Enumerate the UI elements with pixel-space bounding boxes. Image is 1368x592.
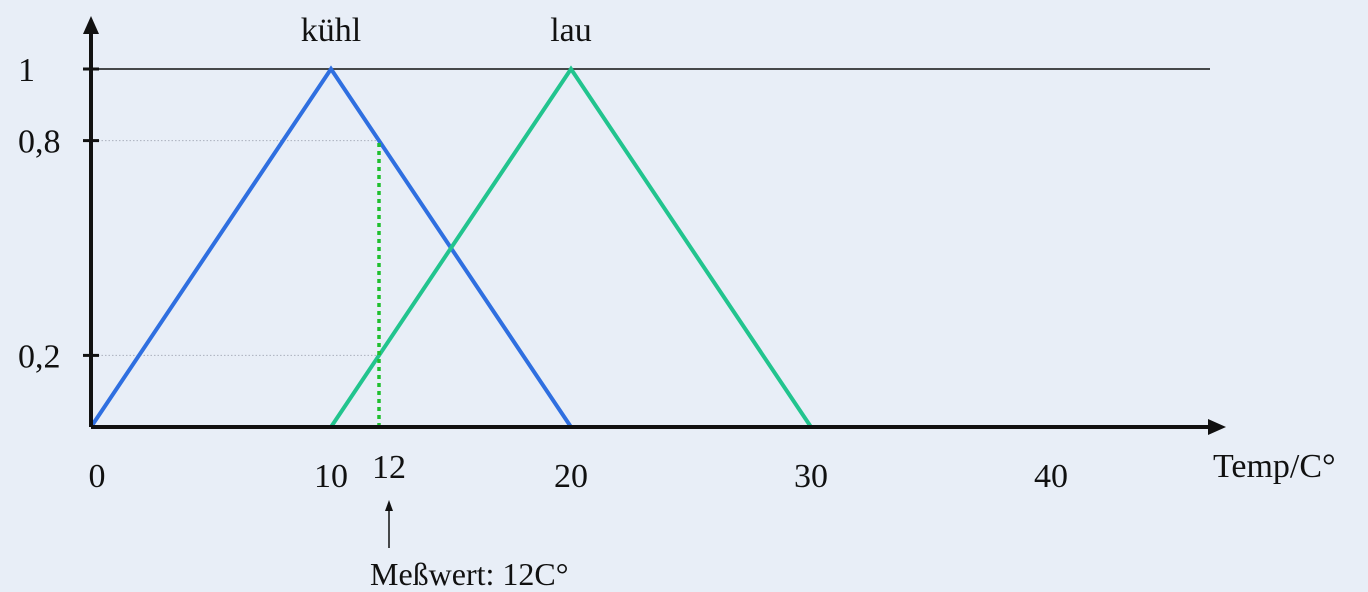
y-tick-label-1: 0,8: [18, 124, 61, 161]
x-axis-title: Temp/C°: [1213, 448, 1336, 485]
measurement-label: Meßwert: 12C°: [370, 556, 569, 592]
x-tick-label-0: 0: [89, 458, 106, 495]
axes: [83, 16, 1226, 435]
series-label-0: kühl: [301, 12, 361, 49]
x-tick-label-2: 20: [554, 458, 588, 495]
y-tick-label-0: 1: [18, 52, 35, 89]
x-axis-arrow: [1208, 419, 1226, 435]
series-lines: [89, 65, 813, 429]
y-axis-arrow: [83, 16, 99, 34]
x-tick-label-4: 40: [1034, 458, 1068, 495]
measurement-x-label: 12: [372, 449, 406, 486]
measurement-marker: [377, 140, 393, 548]
series-line-1: [329, 65, 813, 429]
labels: kühl lau 1 0,8 0,2 0 10 20 30 40 Temp/C° 12 Meßwert:…: [18, 12, 1336, 592]
x-tick-label-1: 10: [314, 458, 348, 495]
reference-lines: [91, 68, 1210, 356]
measurement-arrow-head: [385, 500, 393, 511]
x-tick-label-3: 30: [794, 458, 828, 495]
y-tick-label-2: 0,2: [18, 338, 61, 375]
series-label-1: lau: [550, 12, 592, 49]
series-line-0: [89, 65, 573, 429]
